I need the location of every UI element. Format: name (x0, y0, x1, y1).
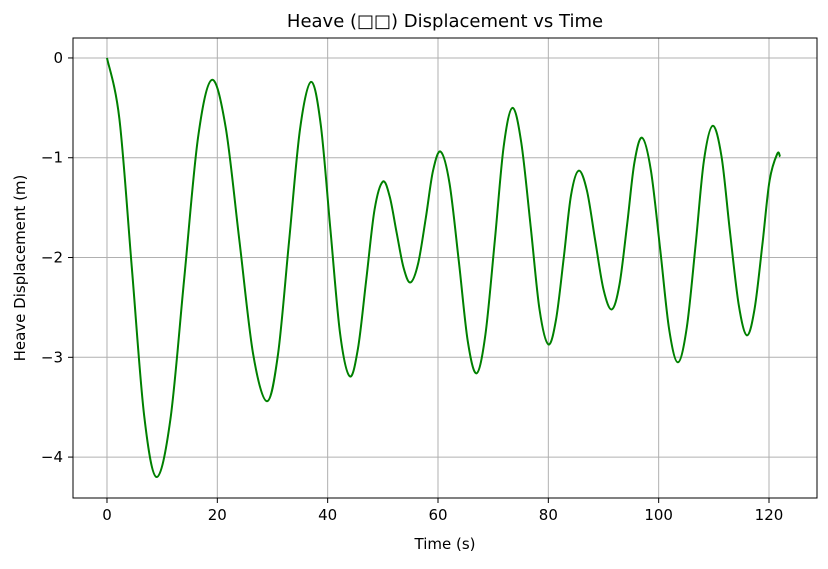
y-tick-label: −4 (41, 448, 63, 466)
x-tick-label: 120 (755, 506, 784, 524)
x-axis-label: Time (s) (414, 535, 476, 553)
y-tick-label: 0 (53, 49, 63, 67)
y-tick-label: −3 (41, 348, 63, 366)
y-tick-label: −2 (41, 249, 63, 267)
y-axis-label: Heave Displacement (m) (11, 175, 29, 362)
x-tick-label: 100 (644, 506, 673, 524)
data-line (106, 57, 781, 479)
x-tick-label: 0 (102, 506, 112, 524)
chart-title: Heave (□□) Displacement vs Time (287, 11, 603, 32)
plot-frame (72, 37, 818, 499)
x-tick-label: 80 (539, 506, 558, 524)
x-tick-label: 60 (428, 506, 447, 524)
x-tick-label: 20 (208, 506, 227, 524)
x-tick-label: 40 (318, 506, 337, 524)
y-tick-label: −1 (41, 149, 63, 167)
